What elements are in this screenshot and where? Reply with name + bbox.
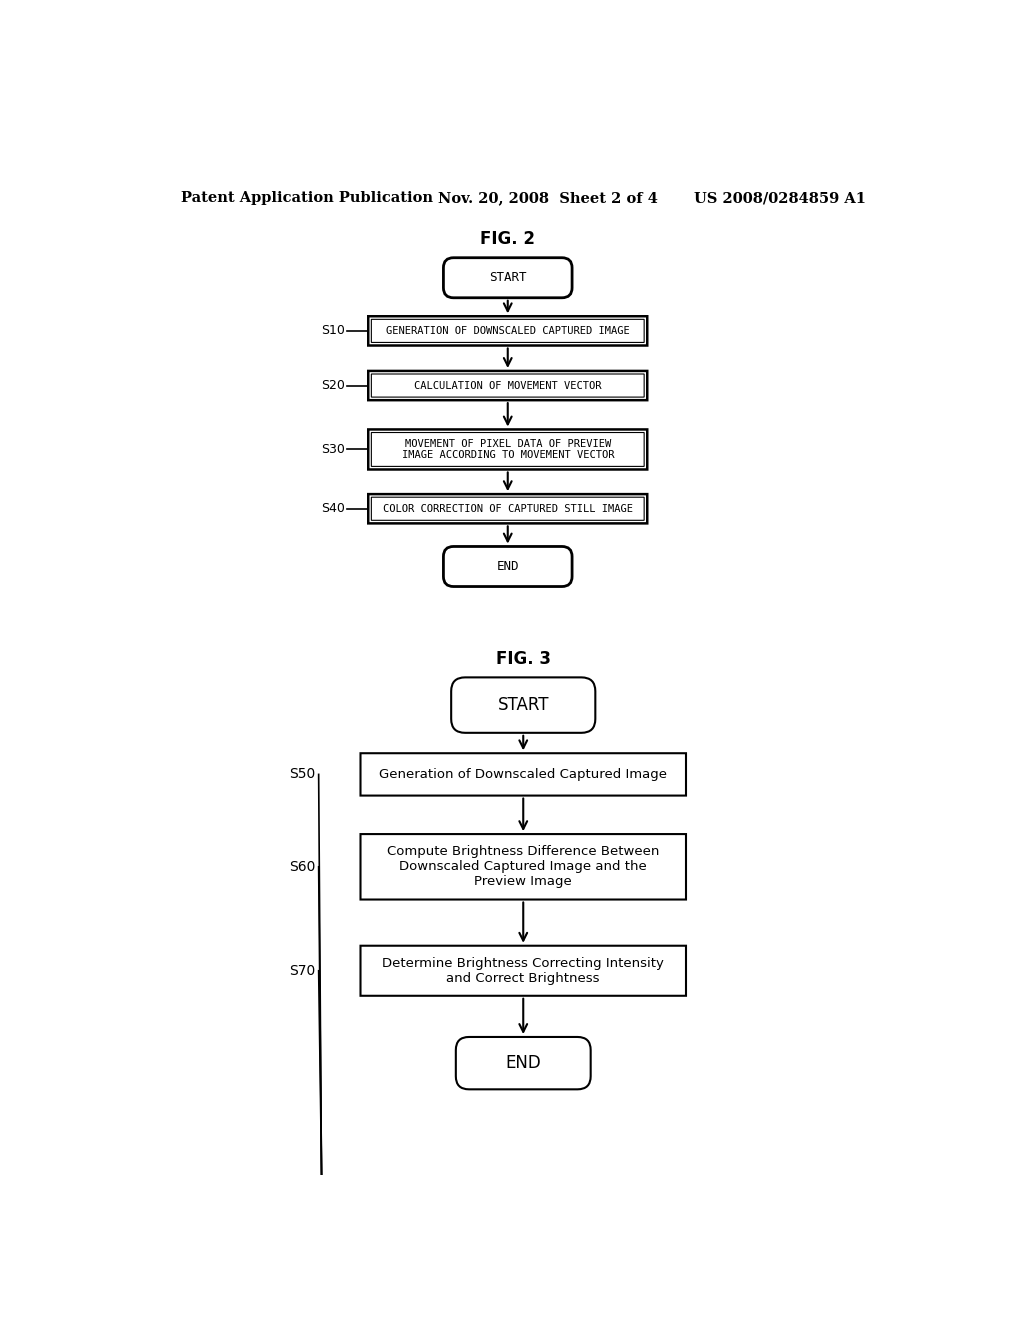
FancyBboxPatch shape xyxy=(456,1038,591,1089)
Text: Nov. 20, 2008  Sheet 2 of 4: Nov. 20, 2008 Sheet 2 of 4 xyxy=(438,191,657,206)
Text: S50: S50 xyxy=(290,767,315,781)
Text: S40: S40 xyxy=(322,502,345,515)
Text: S70: S70 xyxy=(290,964,315,978)
FancyBboxPatch shape xyxy=(360,834,686,899)
FancyBboxPatch shape xyxy=(369,494,647,524)
Text: FIG. 2: FIG. 2 xyxy=(480,230,536,248)
Text: Patent Application Publication: Patent Application Publication xyxy=(180,191,433,206)
FancyBboxPatch shape xyxy=(360,754,686,796)
FancyBboxPatch shape xyxy=(452,677,595,733)
FancyBboxPatch shape xyxy=(369,429,647,470)
Text: GENERATION OF DOWNSCALED CAPTURED IMAGE: GENERATION OF DOWNSCALED CAPTURED IMAGE xyxy=(386,326,630,335)
FancyBboxPatch shape xyxy=(369,317,647,346)
FancyBboxPatch shape xyxy=(443,257,572,298)
Text: MOVEMENT OF PIXEL DATA OF PREVIEW
IMAGE ACCORDING TO MOVEMENT VECTOR: MOVEMENT OF PIXEL DATA OF PREVIEW IMAGE … xyxy=(401,438,614,461)
FancyBboxPatch shape xyxy=(443,546,572,586)
Text: START: START xyxy=(498,696,549,714)
Text: S60: S60 xyxy=(289,859,315,874)
Text: Generation of Downscaled Captured Image: Generation of Downscaled Captured Image xyxy=(379,768,668,781)
Text: START: START xyxy=(489,271,526,284)
FancyBboxPatch shape xyxy=(360,945,686,995)
Text: FIG. 3: FIG. 3 xyxy=(496,649,551,668)
Text: END: END xyxy=(497,560,519,573)
Text: S20: S20 xyxy=(322,379,345,392)
Text: Compute Brightness Difference Between
Downscaled Captured Image and the
Preview : Compute Brightness Difference Between Do… xyxy=(387,845,659,888)
Text: CALCULATION OF MOVEMENT VECTOR: CALCULATION OF MOVEMENT VECTOR xyxy=(414,380,601,391)
FancyBboxPatch shape xyxy=(369,371,647,400)
Text: COLOR CORRECTION OF CAPTURED STILL IMAGE: COLOR CORRECTION OF CAPTURED STILL IMAGE xyxy=(383,504,633,513)
Text: S30: S30 xyxy=(322,444,345,455)
Text: US 2008/0284859 A1: US 2008/0284859 A1 xyxy=(693,191,865,206)
Text: END: END xyxy=(506,1055,541,1072)
Text: S10: S10 xyxy=(322,325,345,338)
Text: Determine Brightness Correcting Intensity
and Correct Brightness: Determine Brightness Correcting Intensit… xyxy=(382,957,665,985)
